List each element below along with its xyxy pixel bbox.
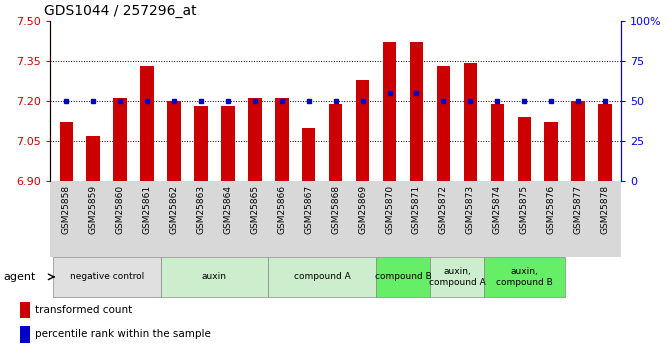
Bar <box>221 106 234 181</box>
Bar <box>302 128 315 181</box>
Text: GSM25861: GSM25861 <box>142 185 152 234</box>
Text: GSM25867: GSM25867 <box>304 185 313 234</box>
Text: GSM25877: GSM25877 <box>574 185 582 234</box>
Bar <box>50 181 621 257</box>
Text: GSM25869: GSM25869 <box>358 185 367 234</box>
Bar <box>383 42 396 181</box>
Text: GSM25878: GSM25878 <box>601 185 610 234</box>
Text: auxin,
compound B: auxin, compound B <box>496 267 552 287</box>
Bar <box>53 257 160 297</box>
Bar <box>464 63 477 181</box>
Bar <box>329 104 343 181</box>
Bar <box>490 104 504 181</box>
Bar <box>409 42 424 181</box>
Bar <box>437 66 450 181</box>
Bar <box>518 117 531 181</box>
Text: GSM25870: GSM25870 <box>385 185 394 234</box>
Bar <box>114 98 127 181</box>
Bar <box>194 106 208 181</box>
Bar <box>484 257 564 297</box>
Bar <box>59 122 73 181</box>
Text: compound A: compound A <box>294 272 351 282</box>
Text: GSM25865: GSM25865 <box>250 185 259 234</box>
Text: GSM25876: GSM25876 <box>546 185 556 234</box>
Bar <box>376 257 430 297</box>
Text: transformed count: transformed count <box>35 305 132 315</box>
Bar <box>167 101 181 181</box>
Bar <box>544 122 558 181</box>
Text: auxin: auxin <box>202 272 227 282</box>
Bar <box>356 80 369 181</box>
Text: GSM25866: GSM25866 <box>277 185 287 234</box>
Bar <box>275 98 289 181</box>
Text: GSM25874: GSM25874 <box>493 185 502 234</box>
Bar <box>571 101 585 181</box>
Bar <box>599 104 612 181</box>
Text: GSM25860: GSM25860 <box>116 185 125 234</box>
Text: percentile rank within the sample: percentile rank within the sample <box>35 329 210 339</box>
Bar <box>20 302 30 318</box>
Text: GSM25871: GSM25871 <box>412 185 421 234</box>
Text: GSM25858: GSM25858 <box>61 185 71 234</box>
Text: GSM25863: GSM25863 <box>196 185 206 234</box>
Text: GSM25864: GSM25864 <box>223 185 232 234</box>
Bar <box>269 257 376 297</box>
Text: auxin,
compound A: auxin, compound A <box>429 267 485 287</box>
Bar <box>160 257 269 297</box>
Text: GSM25873: GSM25873 <box>466 185 475 234</box>
Text: GSM25875: GSM25875 <box>520 185 529 234</box>
Text: GSM25862: GSM25862 <box>170 185 178 234</box>
Text: agent: agent <box>3 272 35 282</box>
Text: GSM25859: GSM25859 <box>89 185 98 234</box>
Text: negative control: negative control <box>69 272 144 282</box>
Bar <box>20 326 30 343</box>
Bar <box>86 136 100 181</box>
Text: compound B: compound B <box>375 272 432 282</box>
Text: GDS1044 / 257296_at: GDS1044 / 257296_at <box>44 4 197 18</box>
Bar <box>430 257 484 297</box>
Text: GSM25868: GSM25868 <box>331 185 340 234</box>
Bar <box>140 66 154 181</box>
Text: GSM25872: GSM25872 <box>439 185 448 234</box>
Bar <box>248 98 262 181</box>
